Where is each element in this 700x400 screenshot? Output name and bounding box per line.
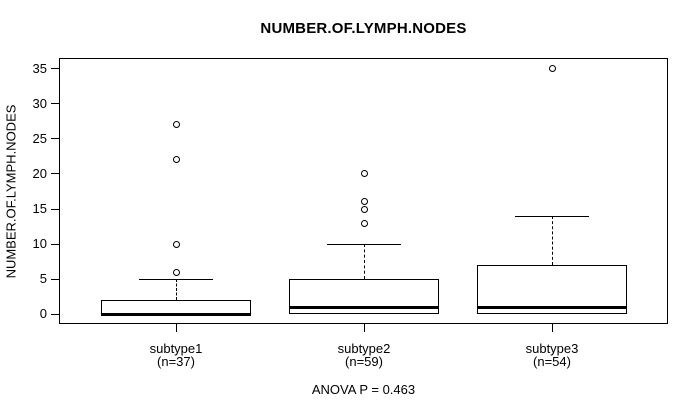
y-tick-label: 0 (39, 306, 47, 322)
x-tick (363, 324, 365, 333)
upper-whisker-line (175, 279, 177, 301)
outlier-point (172, 121, 180, 129)
x-tick (175, 324, 177, 333)
y-axis-label: NUMBER.OF.LYMPH.NODES (3, 104, 19, 279)
upper-whisker-line (363, 244, 365, 280)
group-name: subtype2 (337, 341, 391, 356)
y-tick (51, 313, 59, 315)
outlier-point (360, 198, 368, 206)
group-count: (n=54) (533, 354, 571, 369)
anova-annotation: ANOVA P = 0.463 (311, 382, 416, 397)
outlier-point (360, 219, 368, 227)
upper-whisker-cap (139, 278, 213, 280)
y-tick-label: 10 (32, 236, 47, 252)
x-axis-label-subtype1: subtype1 (n=37) (82, 342, 270, 368)
median-line (289, 305, 439, 309)
y-tick (51, 278, 59, 280)
outlier-point (172, 156, 180, 164)
y-tick-label: 35 (32, 60, 47, 76)
y-tick (51, 68, 59, 70)
x-axis-label-subtype3: subtype3 (n=54) (458, 342, 646, 368)
x-axis-label-subtype2: subtype2 (n=59) (270, 342, 458, 368)
outlier-point (360, 170, 368, 178)
y-tick-label: 30 (32, 95, 47, 111)
median-line (101, 312, 251, 316)
y-tick-label: 5 (39, 271, 47, 287)
y-tick (51, 138, 59, 140)
y-tick (51, 208, 59, 210)
outlier-point (172, 268, 180, 276)
box-subtype2 (289, 279, 439, 315)
x-tick (551, 324, 553, 333)
y-tick-label: 25 (32, 130, 47, 146)
y-tick (51, 243, 59, 245)
outlier-point (548, 65, 556, 73)
upper-whisker-cap (327, 243, 401, 245)
y-tick-label: 20 (32, 165, 47, 181)
y-tick-label: 15 (32, 201, 47, 216)
group-count: (n=59) (345, 354, 383, 369)
y-tick (51, 103, 59, 105)
group-count: (n=37) (157, 354, 195, 369)
y-tick (51, 173, 59, 175)
upper-whisker-cap (515, 215, 589, 217)
outlier-point (172, 240, 180, 248)
group-name: subtype3 (525, 341, 579, 356)
upper-whisker-line (551, 216, 553, 266)
group-name: subtype1 (149, 341, 203, 356)
outlier-point (360, 205, 368, 213)
chart-title: NUMBER.OF.LYMPH.NODES (260, 20, 467, 37)
median-line (477, 305, 627, 309)
